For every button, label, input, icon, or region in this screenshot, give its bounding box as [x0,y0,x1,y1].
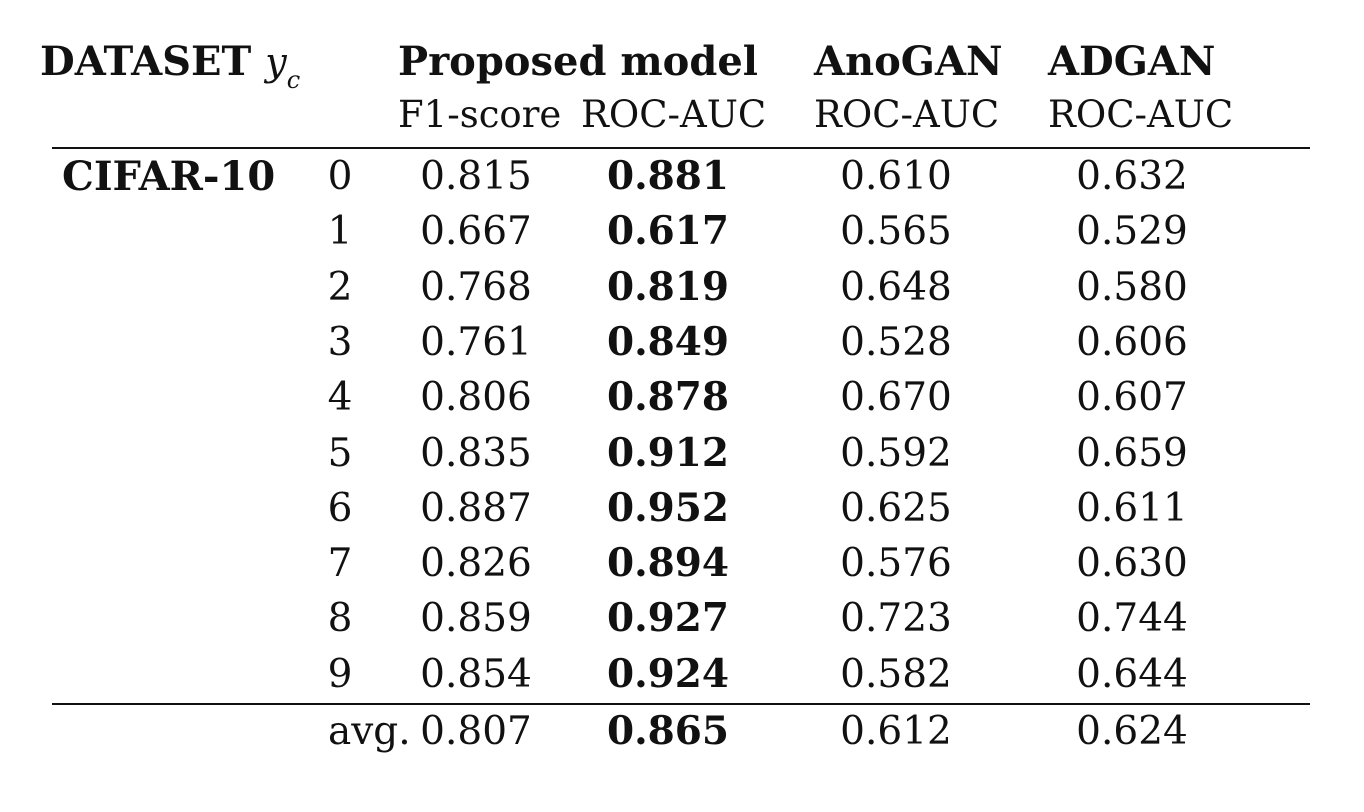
header-rule [52,147,1310,149]
roc-adgan-cell: 0.529 [1076,209,1188,254]
group-header-anogan: AnoGAN [814,38,1003,85]
roc-proposed-cell: 0.881 [606,153,730,199]
group-header-proposed: Proposed model [398,38,758,85]
roc-proposed-cell: 0.912 [606,430,730,476]
class-cell: 0 [327,154,353,199]
roc-adgan-cell: 0.611 [1076,486,1188,531]
avg-roc-anogan: 0.612 [840,709,952,754]
f1-cell: 0.854 [420,652,532,697]
roc-anogan-cell: 0.610 [840,154,952,199]
f1-cell: 0.887 [420,486,532,531]
group-header-adgan: ADGAN [1048,38,1216,85]
roc-proposed-cell: 0.878 [606,374,730,420]
roc-adgan-cell: 0.744 [1076,596,1188,641]
f1-cell: 0.667 [420,209,532,254]
f1-cell: 0.835 [420,431,532,476]
roc-adgan-cell: 0.607 [1076,375,1188,420]
roc-anogan-cell: 0.582 [840,652,952,697]
roc-anogan-cell: 0.723 [840,596,952,641]
dataset-header-label: DATASET [40,38,252,85]
roc-adgan-cell: 0.659 [1076,431,1188,476]
roc-proposed-cell: 0.617 [606,208,730,254]
class-cell: 6 [327,486,353,531]
metric-header-roc-proposed: ROC-AUC [581,93,767,136]
class-variable-header: yc [265,40,300,92]
f1-cell: 0.859 [420,596,532,641]
roc-anogan-cell: 0.648 [840,265,952,310]
f1-cell: 0.806 [420,375,532,420]
f1-cell: 0.761 [420,320,532,365]
roc-adgan-cell: 0.630 [1076,541,1188,586]
avg-f1: 0.807 [420,709,532,754]
roc-proposed-cell: 0.849 [606,319,730,365]
roc-anogan-cell: 0.592 [840,431,952,476]
class-cell: 5 [327,431,353,476]
metric-header-f1: F1-score [398,93,562,136]
dataset-header: DATASET yc [40,40,300,92]
roc-adgan-cell: 0.606 [1076,320,1188,365]
dataset-name: CIFAR-10 [62,153,276,200]
avg-roc-proposed: 0.865 [606,708,730,754]
avg-label: avg. [328,709,411,754]
roc-proposed-cell: 0.819 [606,264,730,310]
roc-anogan-cell: 0.670 [840,375,952,420]
class-cell: 8 [327,596,353,641]
roc-proposed-cell: 0.894 [606,540,730,586]
f1-cell: 0.815 [420,154,532,199]
roc-adgan-cell: 0.580 [1076,265,1188,310]
roc-adgan-cell: 0.644 [1076,652,1188,697]
class-cell: 4 [327,375,353,420]
roc-anogan-cell: 0.565 [840,209,952,254]
roc-proposed-cell: 0.952 [606,485,730,531]
class-variable-subscript: c [286,65,301,94]
roc-proposed-cell: 0.924 [606,651,730,697]
metric-header-roc-adgan: ROC-AUC [1048,93,1234,136]
class-cell: 2 [327,265,353,310]
roc-adgan-cell: 0.632 [1076,154,1188,199]
class-cell: 7 [327,541,353,586]
class-cell: 3 [327,320,353,365]
roc-proposed-cell: 0.927 [606,595,730,641]
roc-anogan-cell: 0.528 [840,320,952,365]
f1-cell: 0.768 [420,265,532,310]
metric-header-roc-anogan: ROC-AUC [814,93,1000,136]
class-variable-symbol: y [265,40,287,84]
footer-rule [52,703,1310,705]
roc-anogan-cell: 0.625 [840,486,952,531]
class-cell: 1 [327,209,353,254]
f1-cell: 0.826 [420,541,532,586]
roc-anogan-cell: 0.576 [840,541,952,586]
class-cell: 9 [327,652,353,697]
avg-roc-adgan: 0.624 [1076,709,1188,754]
